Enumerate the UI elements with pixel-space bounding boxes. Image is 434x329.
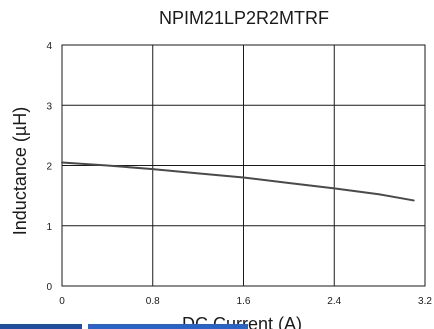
y-tick-label: 0 <box>46 282 52 293</box>
x-tick-label: 0.8 <box>146 296 160 307</box>
y-tick-label: 2 <box>46 162 52 173</box>
plot-frame <box>61 44 426 287</box>
y-tick-label: 3 <box>46 101 52 112</box>
y-axis-label: Inductance (µH) <box>10 107 30 235</box>
y-tick-label: 1 <box>46 222 52 233</box>
x-tick-label: 2.4 <box>327 296 341 307</box>
chart-title: NPIM21LP2R2MTRF <box>159 8 329 28</box>
x-tick-label: 1.6 <box>237 296 251 307</box>
bottom-accent-bar-right <box>88 324 248 329</box>
x-tick-label: 3.2 <box>418 296 432 307</box>
y-tick-label: 4 <box>46 41 52 52</box>
series-line <box>61 161 415 202</box>
x-tick-label: 0 <box>59 296 65 307</box>
bottom-accent-bar-left <box>0 324 82 329</box>
series-group <box>61 161 415 202</box>
y-tick-labels: 0 1 2 3 4 <box>46 41 52 293</box>
x-tick-labels: 0 0.8 1.6 2.4 3.2 <box>59 296 432 307</box>
